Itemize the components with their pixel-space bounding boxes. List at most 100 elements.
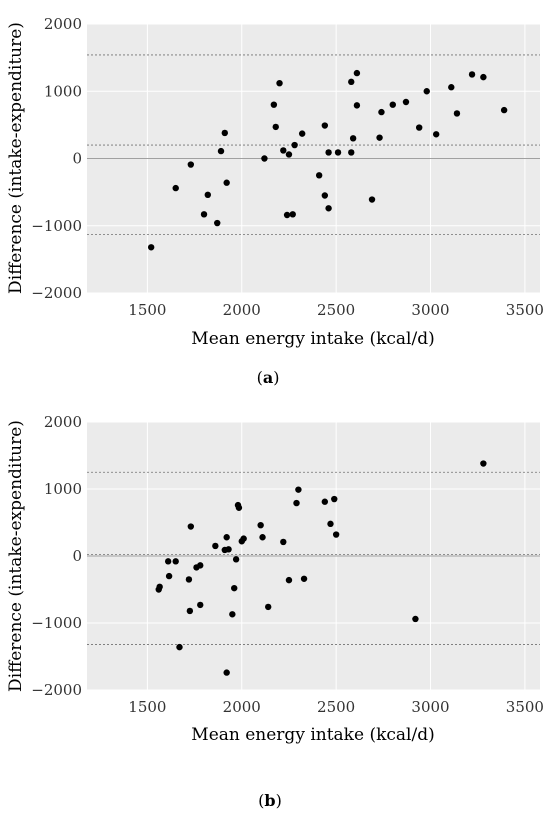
data-point-a xyxy=(348,78,355,86)
data-point-a xyxy=(378,108,385,116)
data-point-b xyxy=(156,583,163,591)
x-tick-label-a: 3500 xyxy=(506,301,544,319)
data-point-a xyxy=(480,73,487,81)
y-tick-label-a: −2000 xyxy=(31,284,82,302)
data-point-b xyxy=(300,575,308,582)
data-point-b xyxy=(293,499,300,507)
panel-label-b: (b) xyxy=(258,791,282,810)
y-tick-label-b: −1000 xyxy=(31,614,82,632)
data-point-b xyxy=(327,520,334,528)
data-point-a xyxy=(172,184,179,192)
data-point-a xyxy=(423,88,430,95)
data-point-b xyxy=(186,607,194,615)
data-point-b xyxy=(321,498,329,505)
x-tick-label-a: 2500 xyxy=(317,301,355,319)
x-tick-label-b: 3500 xyxy=(506,698,544,716)
data-point-a xyxy=(298,130,306,137)
data-point-a xyxy=(416,124,423,131)
data-point-b xyxy=(331,495,338,503)
x-axis-title-a: Mean energy intake (kcal/d) xyxy=(191,329,434,349)
x-tick-label-a: 3000 xyxy=(411,301,449,319)
data-point-a xyxy=(283,211,291,219)
y-tick-label-b: 2000 xyxy=(44,413,82,431)
data-point-a xyxy=(353,102,361,109)
x-tick-label-b: 1500 xyxy=(128,698,166,716)
y-tick-label-a: 1000 xyxy=(44,82,82,100)
x-tick-labels-b: 1500 2000 2500 3000 3500 xyxy=(128,698,544,716)
data-point-a xyxy=(221,129,228,137)
data-point-a xyxy=(214,219,221,227)
data-point-b xyxy=(265,603,272,611)
x-axis-title-b: Mean energy intake (kcal/d) xyxy=(191,725,434,745)
data-point-a xyxy=(270,101,278,108)
y-tick-label-b: 1000 xyxy=(44,480,82,498)
data-point-b xyxy=(197,601,204,609)
y-axis-title-b: Difference (intake-expenditure) xyxy=(6,420,26,692)
data-point-a xyxy=(147,244,155,251)
reference-lines-b xyxy=(87,471,540,645)
y-tick-label-b: 0 xyxy=(72,547,82,565)
panel-label-b-letter: b xyxy=(264,791,275,810)
data-point-a xyxy=(325,205,332,212)
data-point-a xyxy=(389,101,396,108)
x-tick-label-b: 2500 xyxy=(317,698,355,716)
x-tick-labels-a: 1500 2000 2500 3000 3500 xyxy=(128,301,544,319)
data-point-b xyxy=(480,460,487,467)
data-point-a xyxy=(315,172,323,179)
data-point-b xyxy=(332,531,340,538)
data-point-a xyxy=(200,211,208,218)
data-point-a xyxy=(321,122,329,129)
data-point-a xyxy=(321,192,329,199)
data-point-b xyxy=(240,535,247,542)
data-point-a xyxy=(368,196,376,203)
data-point-b xyxy=(164,558,172,565)
y-tick-label-b: −2000 xyxy=(31,681,82,699)
reference-lines-a xyxy=(87,54,540,235)
data-point-a xyxy=(353,69,361,77)
data-point-b xyxy=(172,558,179,565)
x-tick-label-b: 2000 xyxy=(223,698,261,716)
points-b xyxy=(155,460,487,676)
points-a xyxy=(147,69,508,251)
data-point-b xyxy=(223,534,230,541)
data-point-b xyxy=(223,669,230,676)
data-point-b xyxy=(212,542,219,550)
data-point-b xyxy=(285,576,293,584)
data-point-a xyxy=(432,131,440,138)
data-point-a xyxy=(280,147,287,154)
data-point-a xyxy=(468,71,476,78)
panel-label-a: (a) xyxy=(257,368,280,387)
data-point-a xyxy=(276,79,283,87)
panel-label-a-letter: a xyxy=(263,368,273,387)
data-point-a xyxy=(204,191,211,199)
data-point-a xyxy=(348,149,355,156)
data-point-a xyxy=(291,141,298,149)
data-point-a xyxy=(217,147,225,155)
x-tick-label-a: 2000 xyxy=(223,301,261,319)
data-point-a xyxy=(272,123,279,131)
data-point-a xyxy=(349,135,357,142)
data-point-a xyxy=(187,161,195,168)
data-point-a xyxy=(325,149,332,156)
y-tick-labels-a: −2000 −1000 0 1000 2000 xyxy=(31,15,82,302)
data-point-b xyxy=(197,562,204,569)
panel-b: 1500 2000 2500 3000 3500 −2000 −1000 0 1000 2000… xyxy=(6,413,544,810)
data-point-b xyxy=(232,556,240,563)
data-point-b xyxy=(257,521,264,529)
data-point-b xyxy=(185,576,193,583)
data-point-b xyxy=(225,546,232,553)
panel-a: 1500 2000 2500 3000 3500 −2000 −1000 0 1000 2000… xyxy=(6,15,544,387)
data-point-a xyxy=(334,149,342,156)
data-point-b xyxy=(280,538,287,546)
data-point-a xyxy=(500,106,508,114)
x-tick-label-a: 1500 xyxy=(128,301,166,319)
data-point-b xyxy=(229,611,236,618)
data-point-a xyxy=(261,155,268,162)
data-point-b xyxy=(295,486,302,493)
data-point-b xyxy=(165,572,173,580)
data-point-a xyxy=(376,134,383,141)
data-point-a xyxy=(448,84,455,91)
data-point-b xyxy=(235,504,243,511)
y-tick-labels-b: −2000 −1000 0 1000 2000 xyxy=(31,413,82,699)
y-axis-title-a: Difference (intake-expenditure) xyxy=(6,22,26,294)
